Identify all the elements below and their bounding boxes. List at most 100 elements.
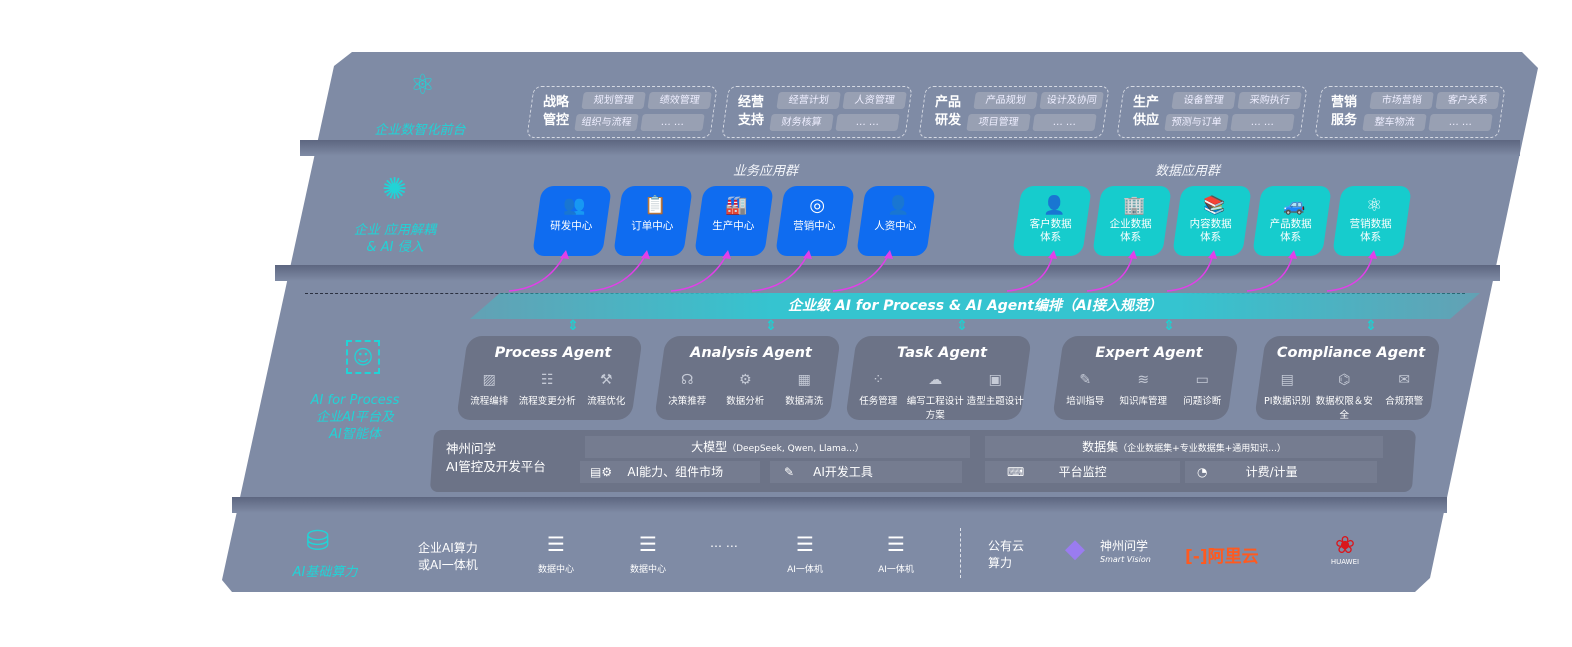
- app-label: 企业数据体系: [1109, 218, 1152, 243]
- ai-dev-tools-cell[interactable]: ✎ AI开发工具: [770, 461, 962, 483]
- bidirectional-arrow-icon: ⇕: [1163, 318, 1175, 334]
- feature-label: 数据权限＆安全: [1316, 396, 1374, 421]
- brain-icon: ⚛: [410, 68, 436, 101]
- app-label: 人资中心: [874, 220, 917, 232]
- smart-vision-logo: 神州问学 Smart Vision: [1100, 540, 1151, 566]
- group-title: 经营支持: [738, 95, 765, 128]
- feature-icon: ☊: [681, 372, 694, 388]
- server-label: 数据中心: [629, 565, 666, 575]
- capability-chip[interactable]: … …: [1032, 114, 1097, 131]
- agent-feature: ⌬ 数据权限＆安全: [1316, 372, 1374, 421]
- group-title: 营销服务: [1331, 95, 1358, 128]
- dataset-row: 数据集（企业数据集+专业数据集+通用知识...）: [985, 436, 1383, 458]
- compute-divider: [960, 528, 961, 578]
- front-group: 经营支持 经营计划 人资管理 财务核算… …: [721, 86, 913, 138]
- connector-arrow: [1326, 250, 1377, 292]
- molecule-icon: ✺: [382, 172, 408, 207]
- agent-card[interactable]: Compliance Agent ▤ PI数据识别 ⌬ 数据权限＆安全 ✉ 合规预警: [1254, 336, 1441, 421]
- business-app-4[interactable]: 👤 人资中心: [856, 186, 936, 256]
- capability-chip[interactable]: 预测与订单: [1164, 114, 1229, 131]
- capability-chip[interactable]: 采购执行: [1237, 92, 1302, 109]
- feature-icon: ☁: [928, 372, 943, 388]
- billing-cell[interactable]: ◔ 计费/计量: [1185, 461, 1377, 483]
- connector-arrow: [1086, 250, 1137, 292]
- feature-icon: ✎: [1079, 372, 1092, 388]
- business-app-0[interactable]: 👥 研发中心: [532, 186, 612, 256]
- agent-name: Process Agent: [494, 345, 612, 361]
- capability-chip[interactable]: 设计及协同: [1039, 92, 1104, 109]
- agent-name: Analysis Agent: [690, 345, 812, 361]
- label-line: 公有云: [988, 539, 1025, 553]
- books-icon: 📚: [1202, 195, 1226, 216]
- connector-arrow: [1006, 250, 1057, 292]
- dataset-label: 数据集: [1082, 440, 1119, 454]
- business-app-1[interactable]: 📋 订单中心: [613, 186, 693, 256]
- capability-chip[interactable]: 产品规划: [973, 92, 1038, 109]
- agent-feature: ▨ 流程编排: [460, 372, 518, 407]
- data-app-3[interactable]: 🚙 产品数据体系: [1252, 186, 1332, 256]
- aliyun-logo: [-]阿里云: [1185, 542, 1259, 567]
- capability-chip[interactable]: 规划管理: [581, 92, 646, 109]
- data-app-0[interactable]: 👤 客户数据体系: [1012, 186, 1092, 256]
- feature-label: 流程优化: [586, 396, 625, 407]
- data-app-1[interactable]: 🏢 企业数据体系: [1092, 186, 1172, 256]
- business-app-3[interactable]: ◎ 营销中心: [775, 186, 855, 256]
- group-title: 产品研发: [935, 95, 962, 128]
- layer-divider: [275, 265, 1500, 281]
- capability-chip[interactable]: 人资管理: [842, 92, 907, 109]
- person-icon: 👤: [886, 195, 910, 216]
- agent-card[interactable]: Process Agent ▨ 流程编排 ☷ 流程变更分析 ⚒ 流程优化: [456, 336, 643, 420]
- capability-chip[interactable]: 市场营销: [1369, 92, 1434, 109]
- platform-name-line: AI管控及开发平台: [446, 459, 546, 474]
- app-label: 产品数据体系: [1269, 218, 1312, 243]
- server-label: AI一体机: [878, 565, 914, 575]
- capability-chip[interactable]: 整车物流: [1362, 114, 1427, 131]
- ai-market-cell[interactable]: ▤⚙ AI能力、组件市场: [580, 461, 760, 483]
- agent-card[interactable]: Analysis Agent ☊ 决策推荐 ⚙ 数据分析 ▦ 数据清洗: [654, 336, 841, 420]
- cell-label: 平台监控: [1058, 465, 1107, 479]
- data-app-4[interactable]: ⚛ 营销数据体系: [1332, 186, 1412, 256]
- data-app-2[interactable]: 📚 内容数据体系: [1172, 186, 1252, 256]
- capability-chip[interactable]: 绩效管理: [647, 92, 712, 109]
- capability-chip[interactable]: 经营计划: [776, 92, 841, 109]
- agent-feature: ☊ 决策推荐: [658, 372, 716, 407]
- server-item: ☰ AI一体机: [866, 532, 926, 575]
- market-icon: ▤⚙: [590, 465, 613, 479]
- cell-label: 计费/计量: [1245, 465, 1298, 479]
- feature-icon: ▣: [988, 372, 1002, 388]
- agent-card[interactable]: Task Agent ⁘ 任务管理 ☁ 编写工程设计方案 ▣ 造型主题设计: [845, 336, 1032, 421]
- agent-feature: ⚒ 流程优化: [577, 372, 635, 407]
- capability-chip[interactable]: … …: [640, 114, 705, 131]
- feature-icon: ⌬: [1338, 372, 1351, 388]
- capability-chip[interactable]: … …: [1428, 114, 1493, 131]
- front-group: 产品研发 产品规划 设计及协同 项目管理… …: [918, 86, 1110, 138]
- monitoring-cell[interactable]: ⌨ 平台监控: [985, 461, 1180, 483]
- capability-chip[interactable]: 项目管理: [966, 114, 1031, 131]
- feature-label: 问题诊断: [1182, 396, 1221, 407]
- server-label: 数据中心: [537, 565, 574, 575]
- feature-icon: ▭: [1195, 372, 1209, 388]
- business-app-2[interactable]: 🏭 生产中心: [694, 186, 774, 256]
- capability-chip[interactable]: … …: [1230, 114, 1295, 131]
- llm-row: 大模型（DeepSeek, Qwen, Llama...）: [585, 436, 970, 458]
- feature-icon: ⚙: [739, 372, 752, 388]
- agent-card[interactable]: Expert Agent ✎ 培训指导 ≋ 知识库管理 ▭ 问题诊断: [1052, 336, 1239, 420]
- capability-chip[interactable]: … …: [835, 114, 900, 131]
- feature-icon: ▤: [1280, 372, 1294, 388]
- feature-icon: ▨: [482, 372, 496, 388]
- capability-chip[interactable]: 财务核算: [769, 114, 834, 131]
- capability-chip[interactable]: 设备管理: [1171, 92, 1236, 109]
- agent-feature: ⁘ 任务管理: [849, 372, 907, 407]
- capability-chip[interactable]: 组织与流程: [574, 114, 639, 131]
- feature-label: PI数据识别: [1263, 396, 1311, 407]
- feature-icon: ⚒: [599, 372, 613, 388]
- gauge-icon: ◔: [1197, 465, 1208, 479]
- platform-name-line: 神州问学: [446, 441, 497, 456]
- feature-icon: ☷: [541, 372, 554, 388]
- connector-arrow: [670, 250, 731, 292]
- feature-label: 流程编排: [470, 396, 509, 407]
- server-icon: ☰: [796, 532, 814, 556]
- feature-label: 决策推荐: [668, 396, 707, 407]
- server-icon: ☰: [547, 532, 565, 556]
- capability-chip[interactable]: 客户关系: [1435, 92, 1500, 109]
